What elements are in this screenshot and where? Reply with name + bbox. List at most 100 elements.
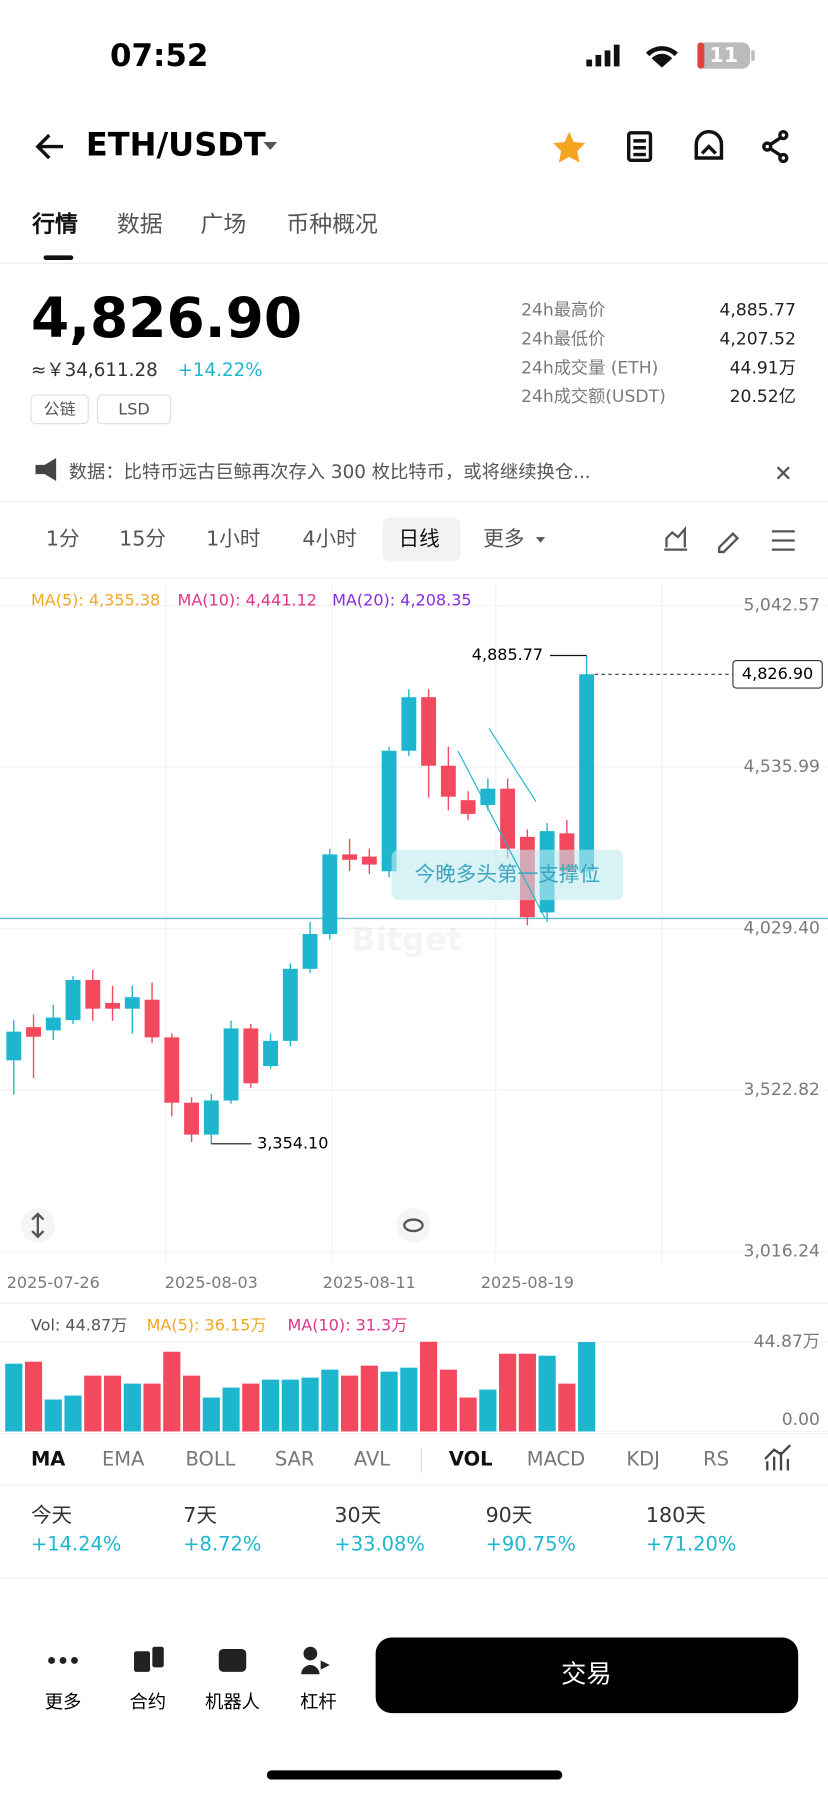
nav-label[interactable]: 合约 bbox=[129, 1692, 166, 1713]
candle-body bbox=[361, 856, 377, 865]
interval[interactable]: 日线 bbox=[399, 526, 440, 550]
last-price: 4,826.90 bbox=[31, 286, 302, 350]
volume-bar bbox=[64, 1395, 82, 1432]
favorite[interactable] bbox=[553, 131, 586, 163]
news[interactable]: 数据：比特币远古巨鲸再次存入 300 枚比特币，或将继续换仓... bbox=[69, 462, 591, 483]
x-tick-label: 2025-08-11 bbox=[323, 1273, 416, 1292]
volume-bar bbox=[222, 1387, 240, 1432]
volume-bar bbox=[360, 1365, 378, 1432]
tab[interactable]: 行情 bbox=[31, 211, 78, 238]
tab[interactable]: 广场 bbox=[200, 212, 246, 238]
indicator[interactable]: AVL bbox=[354, 1448, 390, 1471]
nav-icons bbox=[48, 1646, 330, 1675]
candle-body bbox=[105, 1002, 120, 1009]
vol-legend: Vol: 44.87万 bbox=[31, 1316, 127, 1335]
news-icon bbox=[35, 458, 57, 481]
candle-body bbox=[282, 968, 298, 1041]
more-dropdown[interactable] bbox=[535, 537, 546, 543]
candle-body bbox=[322, 854, 338, 935]
candle-body bbox=[144, 999, 160, 1038]
tag-box bbox=[30, 394, 89, 425]
trade-button[interactable] bbox=[375, 1637, 799, 1714]
candle-body bbox=[302, 934, 318, 969]
indicator[interactable]: RS bbox=[703, 1448, 729, 1471]
scale-icon bbox=[31, 1212, 45, 1239]
candle-body bbox=[579, 674, 595, 872]
candle-body bbox=[243, 1028, 259, 1084]
close-news[interactable] bbox=[776, 466, 790, 480]
chart-tools[interactable] bbox=[664, 525, 795, 554]
volume-bar bbox=[24, 1361, 43, 1432]
candle-body bbox=[184, 1102, 200, 1135]
pair-dropdown[interactable] bbox=[263, 141, 278, 151]
x-tick-label: 2025-07-26 bbox=[7, 1273, 100, 1292]
tab[interactable]: 币种概况 bbox=[286, 212, 378, 238]
y-tick-label: 5,042.57 bbox=[744, 596, 820, 616]
perf-label: 今天 bbox=[31, 1503, 72, 1527]
candle-body bbox=[421, 697, 437, 766]
indicator[interactable]: KDJ bbox=[626, 1448, 659, 1471]
volume-bar bbox=[163, 1351, 181, 1432]
back-button[interactable] bbox=[35, 133, 64, 160]
volume-bar bbox=[261, 1379, 280, 1432]
candle-body bbox=[45, 1017, 61, 1031]
y-tick-label: 0.00 bbox=[782, 1410, 820, 1430]
interval[interactable]: 15分 bbox=[119, 526, 166, 550]
y-tick-label: 44.87万 bbox=[754, 1332, 820, 1352]
ma-legend: MA(10): 4,441.12 bbox=[178, 591, 317, 610]
indicator[interactable]: MACD bbox=[527, 1448, 585, 1471]
volume-bar bbox=[518, 1353, 536, 1432]
stat-label: 24h成交额(USDT) bbox=[521, 387, 666, 407]
candle-body bbox=[440, 765, 456, 797]
perf-label: 90天 bbox=[486, 1503, 533, 1527]
pair[interactable]: ETH/USDT bbox=[86, 126, 266, 164]
interval[interactable]: 1分 bbox=[46, 526, 80, 550]
change: +14.22% bbox=[178, 360, 263, 381]
last-price-label: 4,826.90 bbox=[742, 664, 813, 683]
low-marker: 3,354.10 bbox=[257, 1133, 328, 1152]
trade-label: 交易 bbox=[561, 1659, 611, 1688]
interval[interactable]: 更多 bbox=[483, 526, 524, 550]
perf-label: 30天 bbox=[334, 1503, 381, 1527]
y-tick-label: 4,029.40 bbox=[744, 919, 820, 939]
nav-label[interactable]: 更多 bbox=[45, 1692, 82, 1713]
perf-label: 180天 bbox=[646, 1503, 706, 1527]
volume-bar bbox=[420, 1341, 438, 1432]
volume-bar bbox=[143, 1383, 161, 1432]
volume-bar bbox=[44, 1399, 62, 1432]
tab[interactable]: 数据 bbox=[117, 212, 163, 238]
cny-price: ≈￥34,611.28 bbox=[31, 360, 158, 381]
candle-body bbox=[26, 1027, 41, 1037]
tag: 公链 bbox=[44, 399, 76, 418]
visibility-button[interactable] bbox=[396, 1208, 431, 1243]
candle-body bbox=[65, 979, 81, 1021]
perf-value: +90.75% bbox=[486, 1532, 576, 1555]
volume-bar bbox=[459, 1397, 477, 1432]
volume-bar bbox=[202, 1397, 220, 1432]
indicator[interactable]: VOL bbox=[449, 1448, 493, 1471]
interval[interactable]: 1小时 bbox=[206, 526, 260, 550]
nav-label[interactable]: 机器人 bbox=[205, 1692, 260, 1713]
volume-bar bbox=[123, 1383, 141, 1432]
indicator[interactable]: EMA bbox=[102, 1448, 145, 1471]
tag: LSD bbox=[118, 399, 149, 418]
volume-bar bbox=[439, 1369, 457, 1432]
toolbar-icons[interactable] bbox=[626, 129, 789, 164]
candle-body bbox=[223, 1028, 239, 1101]
battery: 11 bbox=[709, 43, 738, 67]
stat-label: 24h最高价 bbox=[521, 300, 605, 320]
candle-body bbox=[263, 1040, 279, 1067]
x-tick-label: 2025-08-03 bbox=[165, 1273, 258, 1292]
nav-label[interactable]: 杠杆 bbox=[300, 1692, 337, 1713]
watermark: Bitget bbox=[351, 920, 462, 958]
indicator[interactable]: SAR bbox=[275, 1448, 315, 1471]
interval[interactable]: 4小时 bbox=[302, 526, 356, 550]
volume-bar bbox=[380, 1371, 398, 1432]
candle-body bbox=[500, 788, 516, 849]
indicator[interactable]: BOLL bbox=[186, 1448, 236, 1471]
volume-bar bbox=[558, 1383, 576, 1432]
volume-bar bbox=[321, 1369, 339, 1432]
indicator[interactable]: MA bbox=[31, 1448, 65, 1471]
indicator-settings[interactable] bbox=[764, 1444, 791, 1471]
time: 07:52 bbox=[110, 38, 208, 74]
